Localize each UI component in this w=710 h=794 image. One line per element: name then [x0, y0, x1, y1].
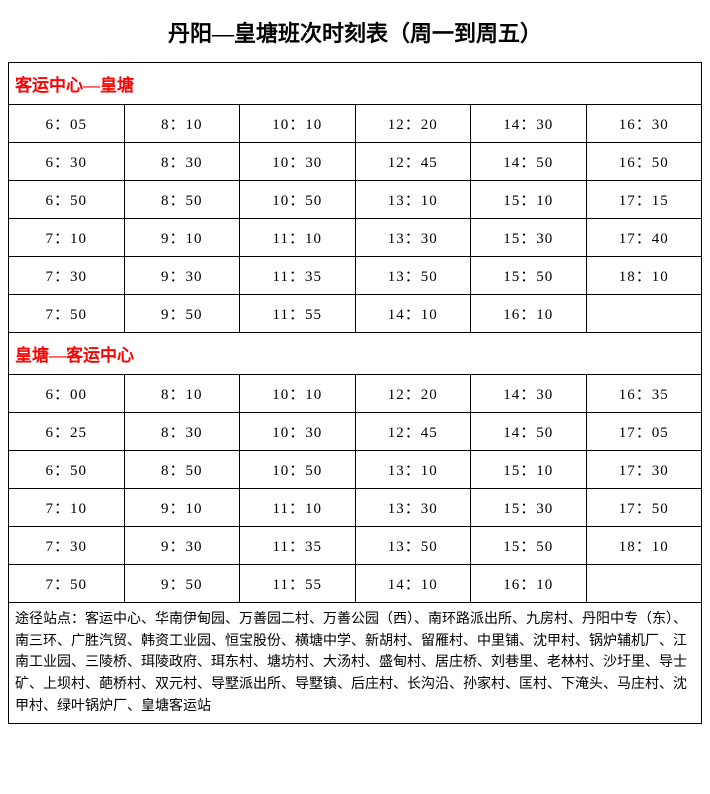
- time-cell: 7：10: [9, 489, 125, 527]
- time-cell: 11：35: [240, 257, 356, 295]
- time-cell: 11：55: [240, 565, 356, 603]
- time-cell: 15：50: [471, 527, 587, 565]
- time-cell: 6：30: [9, 143, 125, 181]
- time-cell: 6：25: [9, 413, 125, 451]
- time-cell: 13：30: [355, 219, 471, 257]
- time-cell: 7：30: [9, 257, 125, 295]
- time-cell: 9：30: [124, 527, 240, 565]
- time-cell: 7：50: [9, 295, 125, 333]
- time-cell: 8：10: [124, 105, 240, 143]
- time-cell: 9：50: [124, 295, 240, 333]
- time-cell: 15：30: [471, 219, 587, 257]
- time-cell: [586, 295, 702, 333]
- section-header: 皇塘—客运中心: [9, 333, 702, 375]
- time-cell: 10：30: [240, 143, 356, 181]
- time-cell: 14：30: [471, 375, 587, 413]
- time-cell: 8：10: [124, 375, 240, 413]
- time-cell: 6：05: [9, 105, 125, 143]
- time-cell: 16：35: [586, 375, 702, 413]
- time-cell: 6：50: [9, 181, 125, 219]
- time-cell: 14：50: [471, 413, 587, 451]
- time-cell: 16：30: [586, 105, 702, 143]
- time-cell: 10：50: [240, 181, 356, 219]
- time-cell: 11：35: [240, 527, 356, 565]
- time-cell: 10：10: [240, 375, 356, 413]
- time-cell: 12：20: [355, 105, 471, 143]
- time-cell: 10：30: [240, 413, 356, 451]
- time-cell: 6：00: [9, 375, 125, 413]
- time-cell: 6：50: [9, 451, 125, 489]
- time-cell: 17：05: [586, 413, 702, 451]
- time-cell: 13：10: [355, 181, 471, 219]
- time-cell: 16：50: [586, 143, 702, 181]
- route-stops: 途径站点：客运中心、华南伊甸园、万善园二村、万善公园（西）、南环路派出所、九房村…: [9, 603, 702, 724]
- time-cell: 8：50: [124, 451, 240, 489]
- time-cell: 12：45: [355, 143, 471, 181]
- time-cell: 7：10: [9, 219, 125, 257]
- time-cell: 15：30: [471, 489, 587, 527]
- time-cell: 15：10: [471, 181, 587, 219]
- timetable-container: 丹阳—皇塘班次时刻表（周一到周五）客运中心—皇塘6：058：1010：1012：…: [0, 0, 710, 730]
- time-cell: 8：50: [124, 181, 240, 219]
- time-cell: 13：50: [355, 527, 471, 565]
- time-cell: 14：50: [471, 143, 587, 181]
- time-cell: 10：50: [240, 451, 356, 489]
- time-cell: 7：50: [9, 565, 125, 603]
- time-cell: 16：10: [471, 295, 587, 333]
- time-cell: 11：55: [240, 295, 356, 333]
- time-cell: 9：10: [124, 219, 240, 257]
- time-cell: 8：30: [124, 413, 240, 451]
- time-cell: 18：10: [586, 527, 702, 565]
- time-cell: 17：40: [586, 219, 702, 257]
- time-cell: 9：10: [124, 489, 240, 527]
- time-cell: 9：30: [124, 257, 240, 295]
- time-cell: 14：10: [355, 295, 471, 333]
- time-cell: 17：15: [586, 181, 702, 219]
- time-cell: 15：50: [471, 257, 587, 295]
- time-cell: 15：10: [471, 451, 587, 489]
- time-cell: 7：30: [9, 527, 125, 565]
- timetable: 丹阳—皇塘班次时刻表（周一到周五）客运中心—皇塘6：058：1010：1012：…: [8, 6, 702, 724]
- time-cell: 8：30: [124, 143, 240, 181]
- time-cell: 17：50: [586, 489, 702, 527]
- time-cell: 12：20: [355, 375, 471, 413]
- page-title: 丹阳—皇塘班次时刻表（周一到周五）: [9, 6, 702, 63]
- time-cell: 13：50: [355, 257, 471, 295]
- time-cell: 14：30: [471, 105, 587, 143]
- time-cell: 16：10: [471, 565, 587, 603]
- time-cell: 14：10: [355, 565, 471, 603]
- time-cell: 17：30: [586, 451, 702, 489]
- section-header: 客运中心—皇塘: [9, 63, 702, 105]
- time-cell: 10：10: [240, 105, 356, 143]
- time-cell: 11：10: [240, 219, 356, 257]
- time-cell: 9：50: [124, 565, 240, 603]
- time-cell: 13：10: [355, 451, 471, 489]
- time-cell: 18：10: [586, 257, 702, 295]
- time-cell: 11：10: [240, 489, 356, 527]
- time-cell: 12：45: [355, 413, 471, 451]
- time-cell: [586, 565, 702, 603]
- time-cell: 13：30: [355, 489, 471, 527]
